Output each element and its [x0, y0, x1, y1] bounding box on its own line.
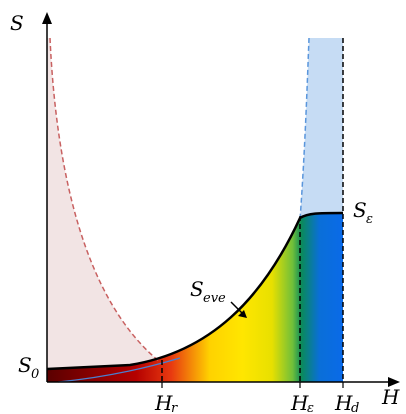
h-r-label: H r — [154, 391, 178, 414]
svg-text:0: 0 — [31, 367, 39, 382]
pink-region — [47, 38, 160, 382]
blue-solid-curve — [57, 357, 181, 383]
x-axis-label: H — [381, 385, 400, 409]
y-axis-arrow — [42, 12, 52, 24]
s-zero-label: S 0 — [18, 353, 39, 382]
svg-text:S: S — [353, 198, 367, 222]
x-axis-arrow — [388, 377, 400, 387]
y-axis-label: S — [10, 11, 24, 35]
svg-text:H: H — [290, 391, 309, 414]
gradient-fill-region — [47, 213, 343, 382]
s-eps-label: S ε — [353, 198, 373, 227]
blue-dashed-curve — [299, 37, 310, 221]
svg-text:eve: eve — [203, 291, 226, 306]
svg-text:ε: ε — [366, 212, 373, 227]
h-eps-label: H ε — [290, 391, 314, 414]
pink-dashed-curve — [49, 37, 161, 363]
svg-text:S: S — [190, 277, 204, 301]
s-eve-label: S eve — [190, 277, 226, 306]
svg-text:r: r — [171, 401, 178, 414]
s-eve-pointer-head — [238, 310, 247, 318]
svg-text:S: S — [18, 353, 32, 377]
svg-text:ε: ε — [307, 401, 314, 414]
h-d-label: H d — [334, 391, 359, 414]
s-eve-curve — [46, 211, 344, 371]
svg-text:d: d — [351, 401, 359, 414]
svg-text:H: H — [334, 391, 353, 414]
svg-text:H: H — [154, 391, 173, 414]
